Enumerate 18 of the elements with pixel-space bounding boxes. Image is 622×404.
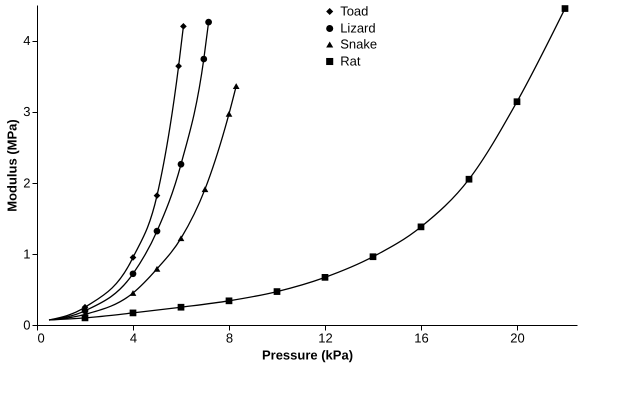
x-tick-label: 0 bbox=[38, 330, 45, 346]
x-axis-title: Pressure (kPa) bbox=[262, 348, 354, 362]
x-tick-label: 4 bbox=[130, 330, 138, 346]
y-tick-label: 2 bbox=[23, 175, 30, 190]
y-axis-title: Modulus (MPa) bbox=[4, 119, 20, 212]
x-tick-label: 16 bbox=[414, 330, 429, 346]
y-tick-label: 4 bbox=[23, 33, 30, 48]
legend-label: Rat bbox=[340, 54, 361, 68]
legend-label: Lizard bbox=[340, 20, 376, 36]
y-tick-label: 0 bbox=[23, 318, 30, 332]
y-tick-label: 1 bbox=[23, 246, 30, 262]
y-tick-label: 3 bbox=[23, 104, 30, 120]
x-tick-label: 20 bbox=[510, 330, 525, 346]
point bbox=[562, 5, 568, 12]
x-tick-label: 8 bbox=[226, 330, 234, 346]
x-tick-label: 12 bbox=[318, 330, 333, 346]
legend-label: Snake bbox=[340, 36, 378, 52]
legend-label: Toad bbox=[340, 4, 368, 18]
